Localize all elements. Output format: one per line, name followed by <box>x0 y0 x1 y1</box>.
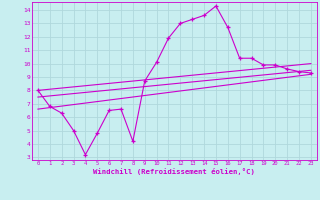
X-axis label: Windchill (Refroidissement éolien,°C): Windchill (Refroidissement éolien,°C) <box>93 168 255 175</box>
